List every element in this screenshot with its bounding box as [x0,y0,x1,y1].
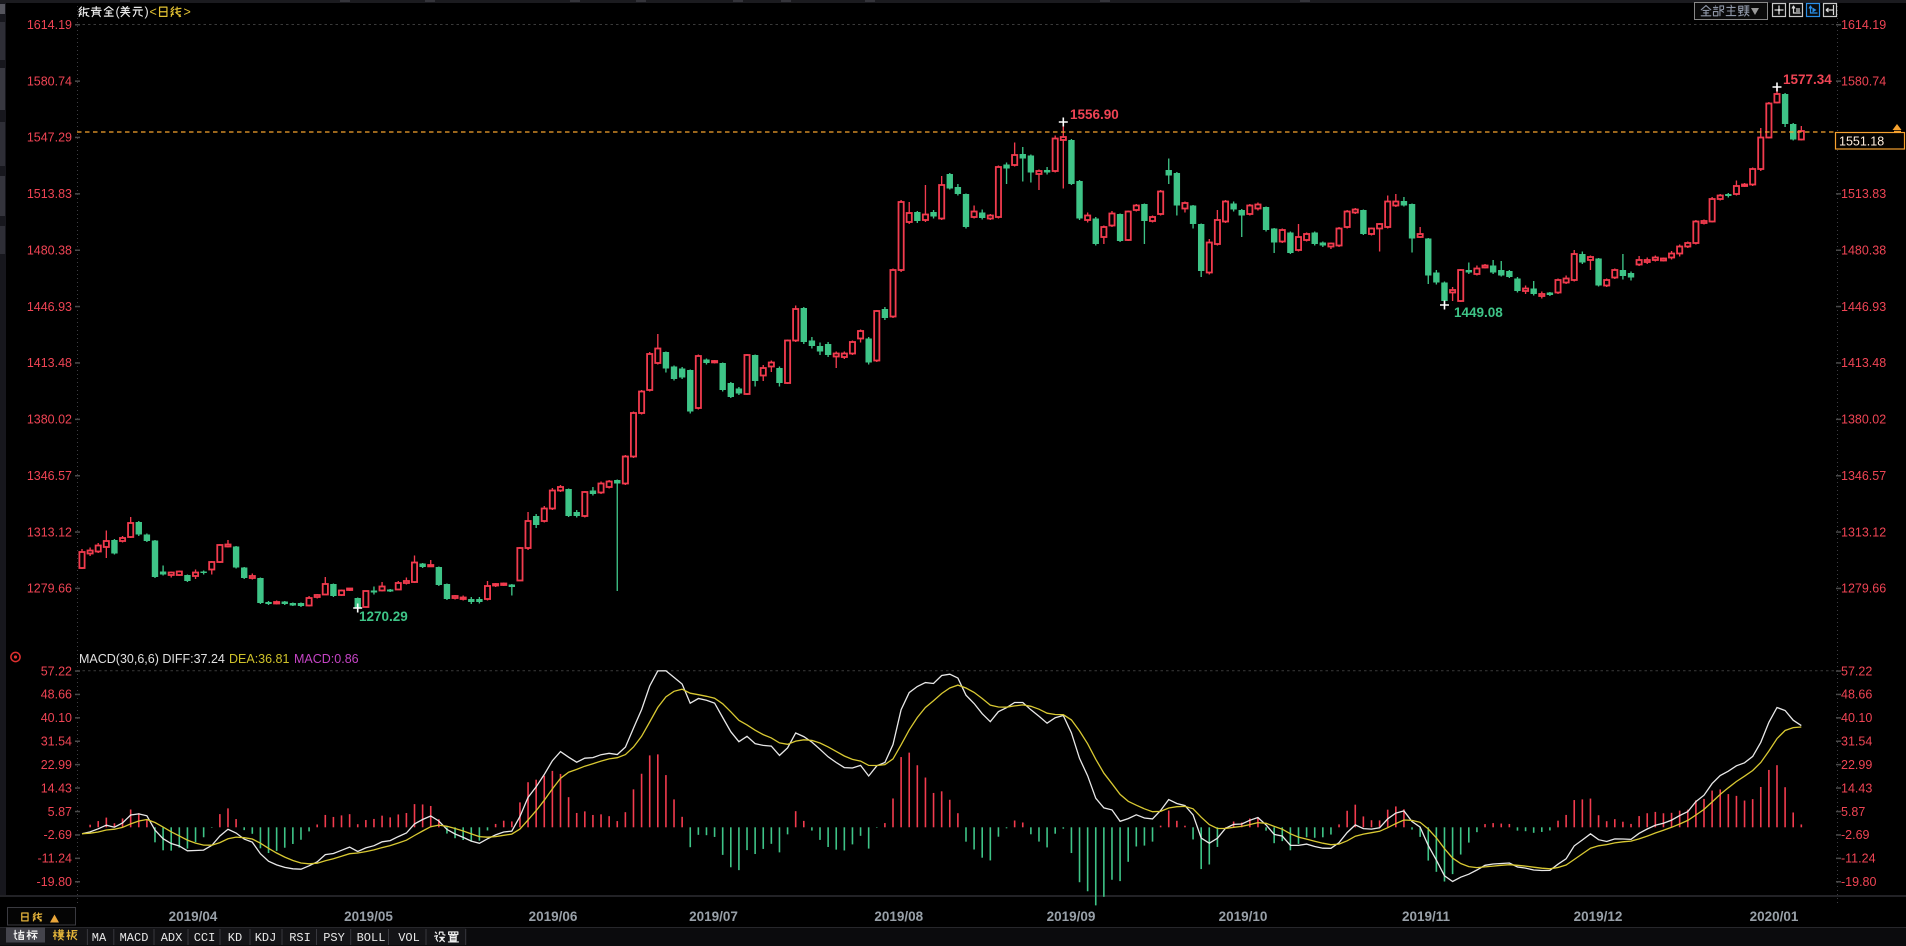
svg-text:31.54: 31.54 [41,735,72,749]
svg-text:1380.02: 1380.02 [1841,413,1886,427]
svg-text:1614.19: 1614.19 [1841,18,1886,32]
svg-text:1547.29: 1547.29 [27,131,72,145]
svg-text:ADX: ADX [161,931,183,945]
svg-text:1313.12: 1313.12 [27,525,72,539]
svg-text:2019/12: 2019/12 [1574,909,1623,924]
svg-text:MACD: MACD [120,931,149,945]
svg-text:22.99: 22.99 [1841,758,1872,772]
svg-text:MA: MA [92,931,107,945]
svg-text:-19.80: -19.80 [37,875,72,889]
svg-text:22.99: 22.99 [41,758,72,772]
svg-text:1480.38: 1480.38 [27,244,72,258]
svg-text:2019/04: 2019/04 [169,909,218,924]
svg-text:RSI: RSI [289,931,311,945]
svg-text:5.87: 5.87 [1841,805,1865,819]
svg-text:2019/08: 2019/08 [874,909,923,924]
svg-text:1577.34: 1577.34 [1783,72,1832,87]
svg-text:40.10: 40.10 [1841,711,1872,725]
svg-text:1551.18: 1551.18 [1839,135,1884,149]
svg-text:1413.48: 1413.48 [27,356,72,370]
svg-text:1480.38: 1480.38 [1841,244,1886,258]
svg-text:5.87: 5.87 [48,805,72,819]
svg-text:1580.74: 1580.74 [27,74,72,88]
svg-text:PSY: PSY [323,931,345,945]
svg-text:2019/11: 2019/11 [1402,909,1451,924]
svg-text:1346.57: 1346.57 [27,469,72,483]
svg-text:1449.08: 1449.08 [1454,305,1503,320]
svg-text:-11.24: -11.24 [37,852,72,866]
svg-text:KD: KD [228,931,242,945]
svg-text:14.43: 14.43 [41,781,72,795]
svg-text:BOLL: BOLL [357,931,386,945]
svg-text:-11.24: -11.24 [1841,852,1876,866]
svg-text:): ) [145,5,149,19]
svg-text:>: > [184,5,191,19]
svg-text:14.43: 14.43 [1841,781,1872,795]
svg-text:1270.29: 1270.29 [359,609,408,624]
svg-text:MACD:0.86: MACD:0.86 [294,652,359,666]
svg-text:1513.83: 1513.83 [27,187,72,201]
svg-text:1279.66: 1279.66 [27,582,72,596]
svg-text:(: ( [116,5,121,19]
svg-text:2019/10: 2019/10 [1219,909,1268,924]
svg-text:1513.83: 1513.83 [1841,187,1886,201]
svg-text:-2.69: -2.69 [44,828,73,842]
svg-text:1556.90: 1556.90 [1070,107,1119,122]
svg-text:1279.66: 1279.66 [1841,582,1886,596]
svg-text:1346.57: 1346.57 [1841,469,1886,483]
svg-text:48.66: 48.66 [1841,688,1872,702]
svg-text:1614.19: 1614.19 [27,18,72,32]
svg-text:2019/06: 2019/06 [529,909,578,924]
svg-text:1413.48: 1413.48 [1841,356,1886,370]
svg-text:KDJ: KDJ [255,931,277,945]
svg-text:CCI: CCI [194,931,216,945]
svg-text:-2.69: -2.69 [1841,828,1870,842]
svg-text:1313.12: 1313.12 [1841,525,1886,539]
svg-text:<: < [150,5,157,19]
svg-text:-19.80: -19.80 [1841,875,1876,889]
svg-text:2020/01: 2020/01 [1750,909,1799,924]
svg-text:VOL: VOL [398,931,420,945]
svg-text:MACD(30,6,6) DIFF:37.24: MACD(30,6,6) DIFF:37.24 [79,652,225,666]
svg-text:57.22: 57.22 [41,664,72,678]
svg-text:2019/05: 2019/05 [344,909,393,924]
svg-text:1580.74: 1580.74 [1841,74,1886,88]
svg-text:DEA:36.81: DEA:36.81 [229,652,290,666]
svg-text:1446.93: 1446.93 [27,300,72,314]
svg-text:31.54: 31.54 [1841,735,1872,749]
svg-text:2019/07: 2019/07 [689,909,738,924]
svg-text:2019/09: 2019/09 [1047,909,1096,924]
svg-text:57.22: 57.22 [1841,664,1872,678]
svg-text:1446.93: 1446.93 [1841,300,1886,314]
svg-text:48.66: 48.66 [41,688,72,702]
svg-text:1380.02: 1380.02 [27,413,72,427]
svg-text:40.10: 40.10 [41,711,72,725]
